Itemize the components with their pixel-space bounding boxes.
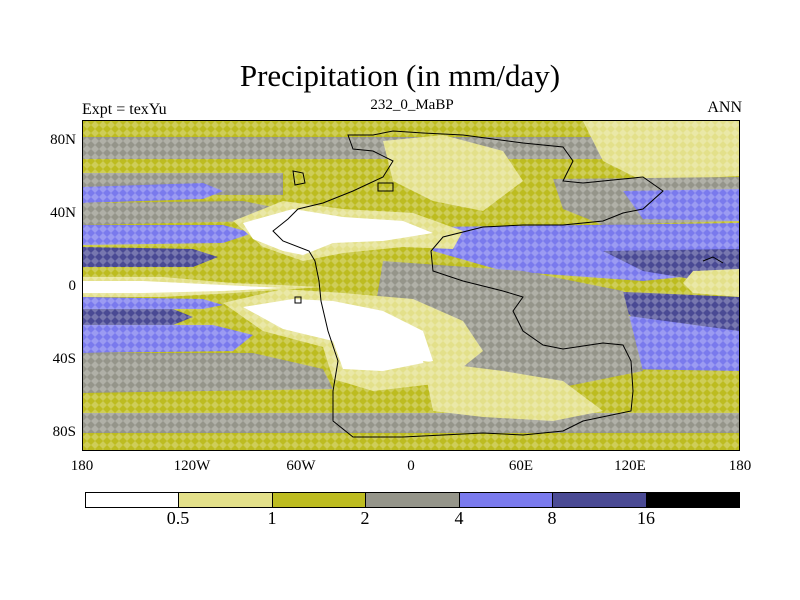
- colorbar-swatch-0: [86, 493, 180, 507]
- coastline: [272, 130, 664, 438]
- map-canvas: [83, 121, 739, 450]
- map-title: Precipitation (in mm/day): [239, 58, 561, 93]
- colorbar-swatch-5: [553, 493, 647, 507]
- lon-label-180e: 180: [728, 458, 752, 474]
- colorbar-swatch-4: [459, 493, 554, 507]
- lat-label-40n: 40N: [50, 205, 76, 221]
- island-outline-3: [294, 296, 302, 304]
- lat-label-equator: 0: [68, 278, 77, 294]
- colorbar-label-2: 2: [360, 508, 370, 528]
- island-outline-2: [377, 182, 394, 192]
- island-outline-4: [702, 256, 724, 264]
- colorbar-label-4: 8: [547, 508, 557, 528]
- period-label: 232_0_MaBP: [370, 97, 454, 113]
- lon-label-60w: 60W: [286, 458, 316, 474]
- colorbar-swatch-1: [179, 493, 273, 507]
- colorbar-label-1: 1: [267, 508, 277, 528]
- colorbar-swatch-3: [366, 493, 460, 507]
- stipple-texture: [83, 121, 739, 450]
- colorbar-label-5: 16: [637, 508, 655, 528]
- colorbar-label-0: 0.5: [166, 508, 190, 528]
- lat-label-40s: 40S: [52, 351, 76, 367]
- lat-label-80n: 80N: [50, 132, 76, 148]
- lat-label-80s: 80S: [52, 424, 76, 440]
- colorbar-label-3: 4: [454, 508, 464, 528]
- lon-label-0: 0: [407, 458, 415, 474]
- colorbar: [85, 492, 740, 508]
- island-outline-1: [292, 170, 306, 186]
- colorbar-swatch-6: [646, 493, 739, 507]
- colorbar-swatch-2: [272, 493, 367, 507]
- season-label: ANN: [707, 99, 742, 116]
- lon-label-60e: 60E: [508, 458, 534, 474]
- lon-label-180w: 180: [70, 458, 94, 474]
- lon-label-120w: 120W: [173, 458, 211, 474]
- lon-label-120e: 120E: [614, 458, 646, 474]
- experiment-label: Expt = texYu: [82, 101, 167, 118]
- precipitation-map: [82, 120, 740, 451]
